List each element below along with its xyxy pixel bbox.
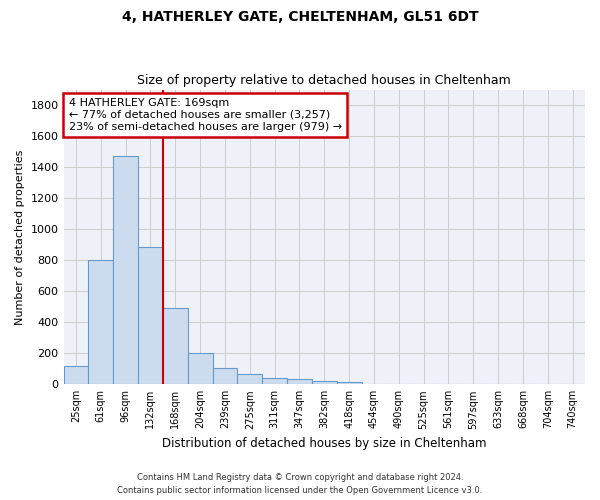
X-axis label: Distribution of detached houses by size in Cheltenham: Distribution of detached houses by size …: [162, 437, 487, 450]
Bar: [138, 247, 163, 384]
Text: Contains HM Land Registry data © Crown copyright and database right 2024.
Contai: Contains HM Land Registry data © Crown c…: [118, 474, 482, 495]
Bar: [262, 378, 287, 384]
Y-axis label: Number of detached properties: Number of detached properties: [15, 149, 25, 324]
Bar: [212, 368, 238, 384]
Bar: [312, 381, 337, 384]
Bar: [337, 382, 362, 384]
Text: 4 HATHERLEY GATE: 169sqm
← 77% of detached houses are smaller (3,257)
23% of sem: 4 HATHERLEY GATE: 169sqm ← 77% of detach…: [69, 98, 342, 132]
Bar: [238, 374, 262, 384]
Bar: [113, 156, 138, 384]
Title: Size of property relative to detached houses in Cheltenham: Size of property relative to detached ho…: [137, 74, 511, 87]
Bar: [287, 379, 312, 384]
Bar: [163, 308, 188, 384]
Bar: [64, 366, 88, 384]
Text: 4, HATHERLEY GATE, CHELTENHAM, GL51 6DT: 4, HATHERLEY GATE, CHELTENHAM, GL51 6DT: [122, 10, 478, 24]
Bar: [88, 260, 113, 384]
Bar: [188, 352, 212, 384]
